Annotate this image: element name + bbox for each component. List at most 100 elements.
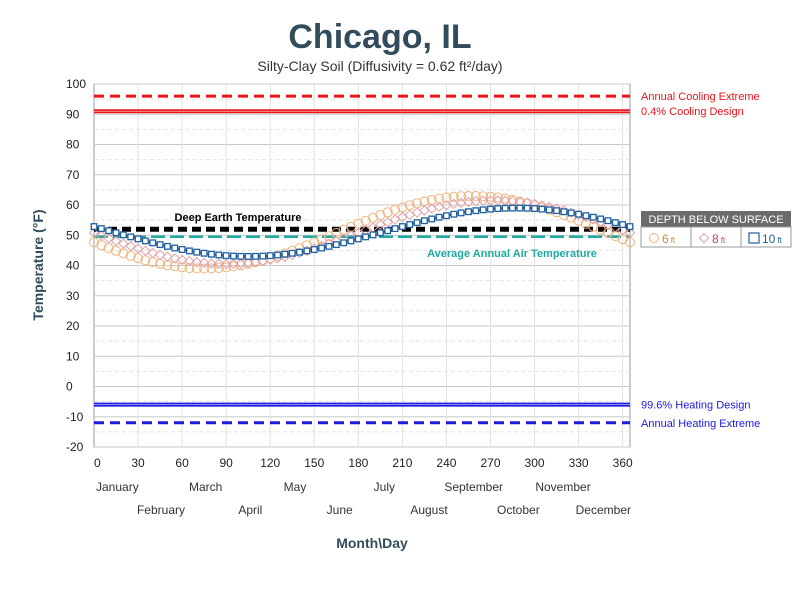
- data-point: [206, 258, 217, 269]
- data-point: [448, 191, 459, 202]
- data-point: [156, 241, 164, 249]
- month-label: July: [374, 480, 395, 494]
- data-point: [492, 192, 503, 203]
- annotation-label: Average Annual Air Temperature: [427, 248, 597, 260]
- data-point: [470, 190, 481, 201]
- data-point: [316, 234, 327, 245]
- data-point: [112, 229, 120, 237]
- legend-marker: [698, 232, 710, 244]
- x-tick-label: 120: [260, 456, 280, 470]
- y-tick-label: 30: [66, 289, 80, 303]
- data-point: [588, 221, 599, 232]
- month-label: October: [497, 503, 540, 517]
- y-tick-label: -10: [66, 410, 84, 424]
- data-point: [125, 250, 136, 261]
- data-point: [626, 223, 634, 231]
- data-point: [177, 262, 188, 273]
- legend-body: [640, 226, 792, 248]
- data-point: [222, 252, 230, 260]
- grid: [94, 83, 630, 448]
- x-tick-label: 30: [131, 456, 145, 470]
- reference-line-label: 99.6% Heating Design: [641, 400, 750, 412]
- data-point: [391, 225, 399, 233]
- data-point: [619, 221, 627, 228]
- data-point: [347, 237, 355, 245]
- data-point: [154, 249, 166, 261]
- reference-line-label: Annual Heating Extreme: [641, 418, 760, 430]
- x-tick-label: 180: [348, 456, 368, 470]
- y-tick-label: 100: [66, 77, 86, 91]
- data-point: [457, 209, 465, 217]
- data-point: [235, 258, 247, 269]
- x-axis-ticks: 0 30 60 90 120 150 180 210 240 270 300 330 360: [94, 456, 633, 470]
- data-point: [184, 262, 195, 273]
- data-point: [369, 231, 377, 239]
- chart-title: Chicago, IL: [288, 18, 471, 56]
- data-point: [477, 195, 489, 206]
- data-point: [228, 258, 239, 270]
- data-point: [472, 207, 480, 215]
- y-tick-label: -20: [66, 440, 84, 454]
- y-tick-label: 70: [66, 168, 80, 182]
- data-point: [132, 243, 144, 254]
- data-point: [487, 205, 494, 213]
- data-point: [523, 204, 531, 212]
- data-point: [340, 239, 348, 247]
- legend-title: DEPTH BELOW SURFACE: [648, 214, 783, 226]
- data-point: [420, 217, 428, 225]
- data-point: [281, 250, 289, 258]
- data-point: [96, 230, 107, 241]
- data-point: [208, 250, 215, 258]
- data-point: [413, 219, 421, 227]
- chart-subtitle: Silty-Clay Soil (Diffusivity = 0.62 ft²/…: [257, 58, 502, 74]
- month-label: November: [535, 480, 590, 494]
- month-label: December: [576, 503, 631, 517]
- data-point: [318, 244, 326, 252]
- reference-line-label: 0.4% Cooling Design: [641, 106, 744, 118]
- data-point: [206, 263, 217, 274]
- data-point: [456, 191, 467, 202]
- data-point: [325, 242, 333, 250]
- series-10-ft: [90, 204, 634, 260]
- data-point: [200, 249, 208, 257]
- data-point: [103, 243, 114, 254]
- data-point: [186, 247, 193, 255]
- data-point: [485, 191, 496, 202]
- data-point: [288, 249, 296, 257]
- data-point: [163, 242, 171, 250]
- data-point: [118, 238, 129, 249]
- data-point: [602, 228, 613, 239]
- data-point: [516, 204, 524, 212]
- data-point: [303, 247, 311, 255]
- data-point: [149, 239, 157, 247]
- data-point: [90, 223, 98, 231]
- data-point: [191, 256, 203, 268]
- data-point: [215, 251, 223, 259]
- data-point: [617, 224, 628, 236]
- data-point: [147, 247, 158, 259]
- data-point: [354, 235, 362, 243]
- data-point: [375, 219, 386, 230]
- data-point: [176, 254, 188, 266]
- data-point: [580, 218, 591, 229]
- month-label: April: [238, 503, 262, 517]
- y-tick-label: 60: [66, 198, 80, 212]
- data-point: [398, 223, 406, 231]
- data-point: [389, 214, 401, 225]
- data-point: [567, 209, 575, 217]
- data-point: [111, 245, 122, 256]
- data-point: [103, 233, 114, 244]
- data-point: [169, 253, 180, 264]
- data-point: [237, 252, 245, 260]
- data-point: [230, 252, 237, 260]
- legend: DEPTH BELOW SURFACE 6 ft 8 ft 10 ft: [640, 211, 792, 248]
- legend-marker: [748, 232, 760, 244]
- data-point: [296, 248, 304, 256]
- data-point: [140, 245, 151, 256]
- data-point: [274, 251, 282, 259]
- annotations: Deep Earth Temperature Average Annual Air…: [175, 212, 597, 260]
- month-label: September: [444, 480, 503, 494]
- month-label: March: [189, 480, 222, 494]
- data-point: [382, 207, 393, 218]
- data-point: [110, 235, 122, 247]
